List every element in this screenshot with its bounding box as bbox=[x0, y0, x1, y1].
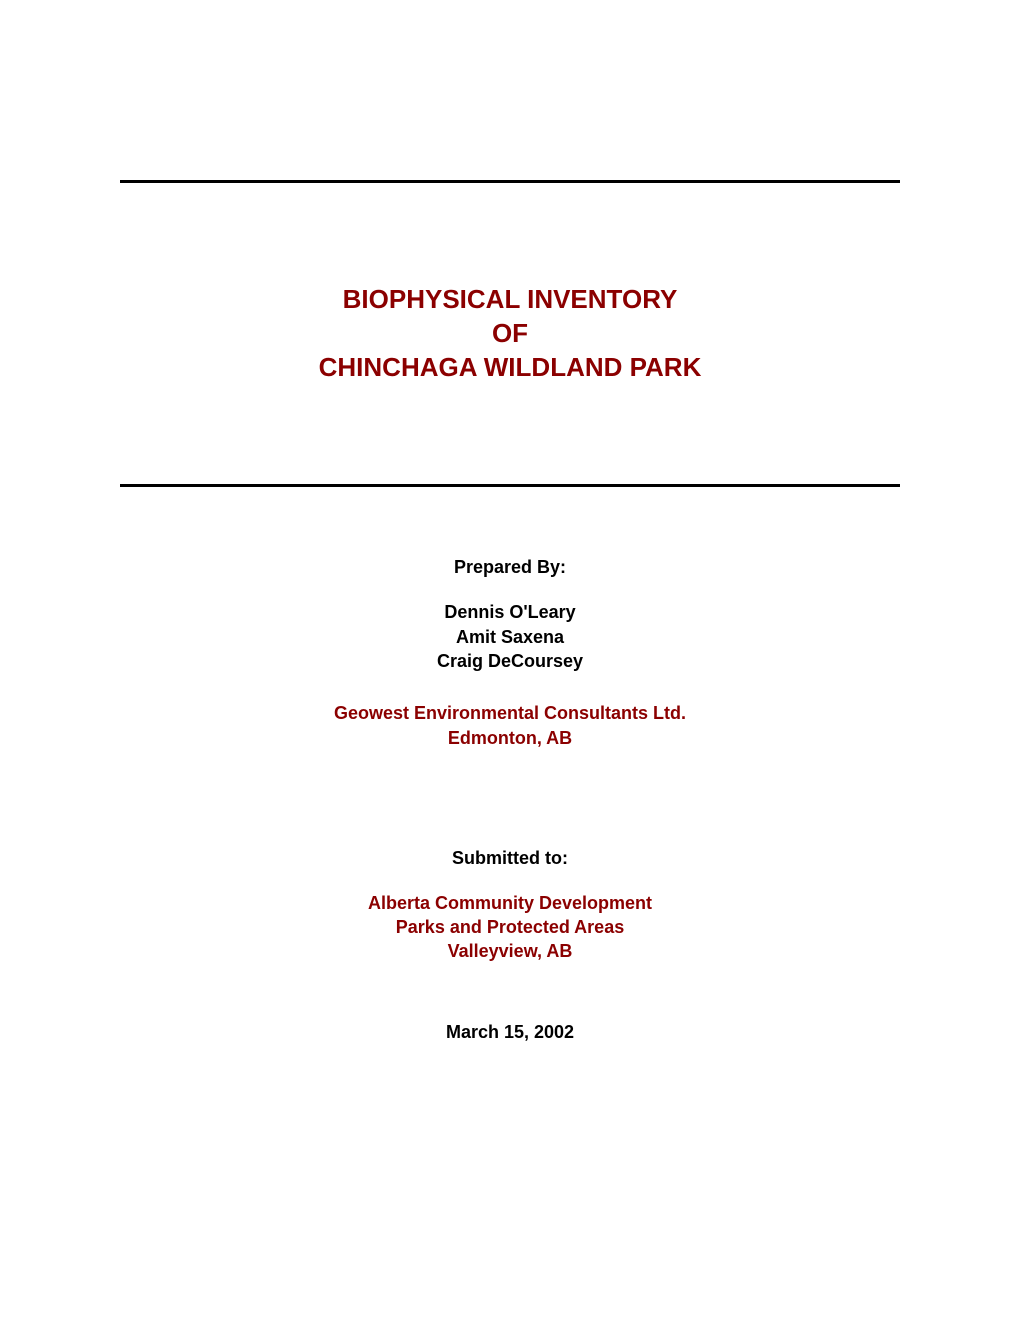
document-date: March 15, 2002 bbox=[120, 1022, 900, 1043]
title-line-2: OF bbox=[120, 317, 900, 351]
submitted-to-label: Submitted to: bbox=[120, 848, 900, 869]
top-horizontal-rule bbox=[120, 180, 900, 183]
title-line-1: BIOPHYSICAL INVENTORY bbox=[120, 283, 900, 317]
recipient-org-2: Parks and Protected Areas bbox=[120, 915, 900, 939]
mid-horizontal-rule bbox=[120, 484, 900, 487]
title-line-3: CHINCHAGA WILDLAND PARK bbox=[120, 351, 900, 385]
document-title-block: BIOPHYSICAL INVENTORY OF CHINCHAGA WILDL… bbox=[120, 283, 900, 384]
submitted-to-section: Submitted to: Alberta Community Developm… bbox=[120, 848, 900, 964]
prepared-by-section: Prepared By: Dennis O'Leary Amit Saxena … bbox=[120, 557, 900, 673]
recipient-org-3: Valleyview, AB bbox=[120, 939, 900, 963]
spacer bbox=[120, 778, 900, 848]
preparing-org-name: Geowest Environmental Consultants Ltd. bbox=[120, 701, 900, 725]
recipient-org-1: Alberta Community Development bbox=[120, 891, 900, 915]
author-1: Dennis O'Leary bbox=[120, 600, 900, 624]
preparing-org-section: Geowest Environmental Consultants Ltd. E… bbox=[120, 701, 900, 750]
spacer bbox=[120, 992, 900, 1022]
preparing-org-location: Edmonton, AB bbox=[120, 726, 900, 750]
prepared-by-label: Prepared By: bbox=[120, 557, 900, 578]
author-2: Amit Saxena bbox=[120, 625, 900, 649]
author-3: Craig DeCoursey bbox=[120, 649, 900, 673]
